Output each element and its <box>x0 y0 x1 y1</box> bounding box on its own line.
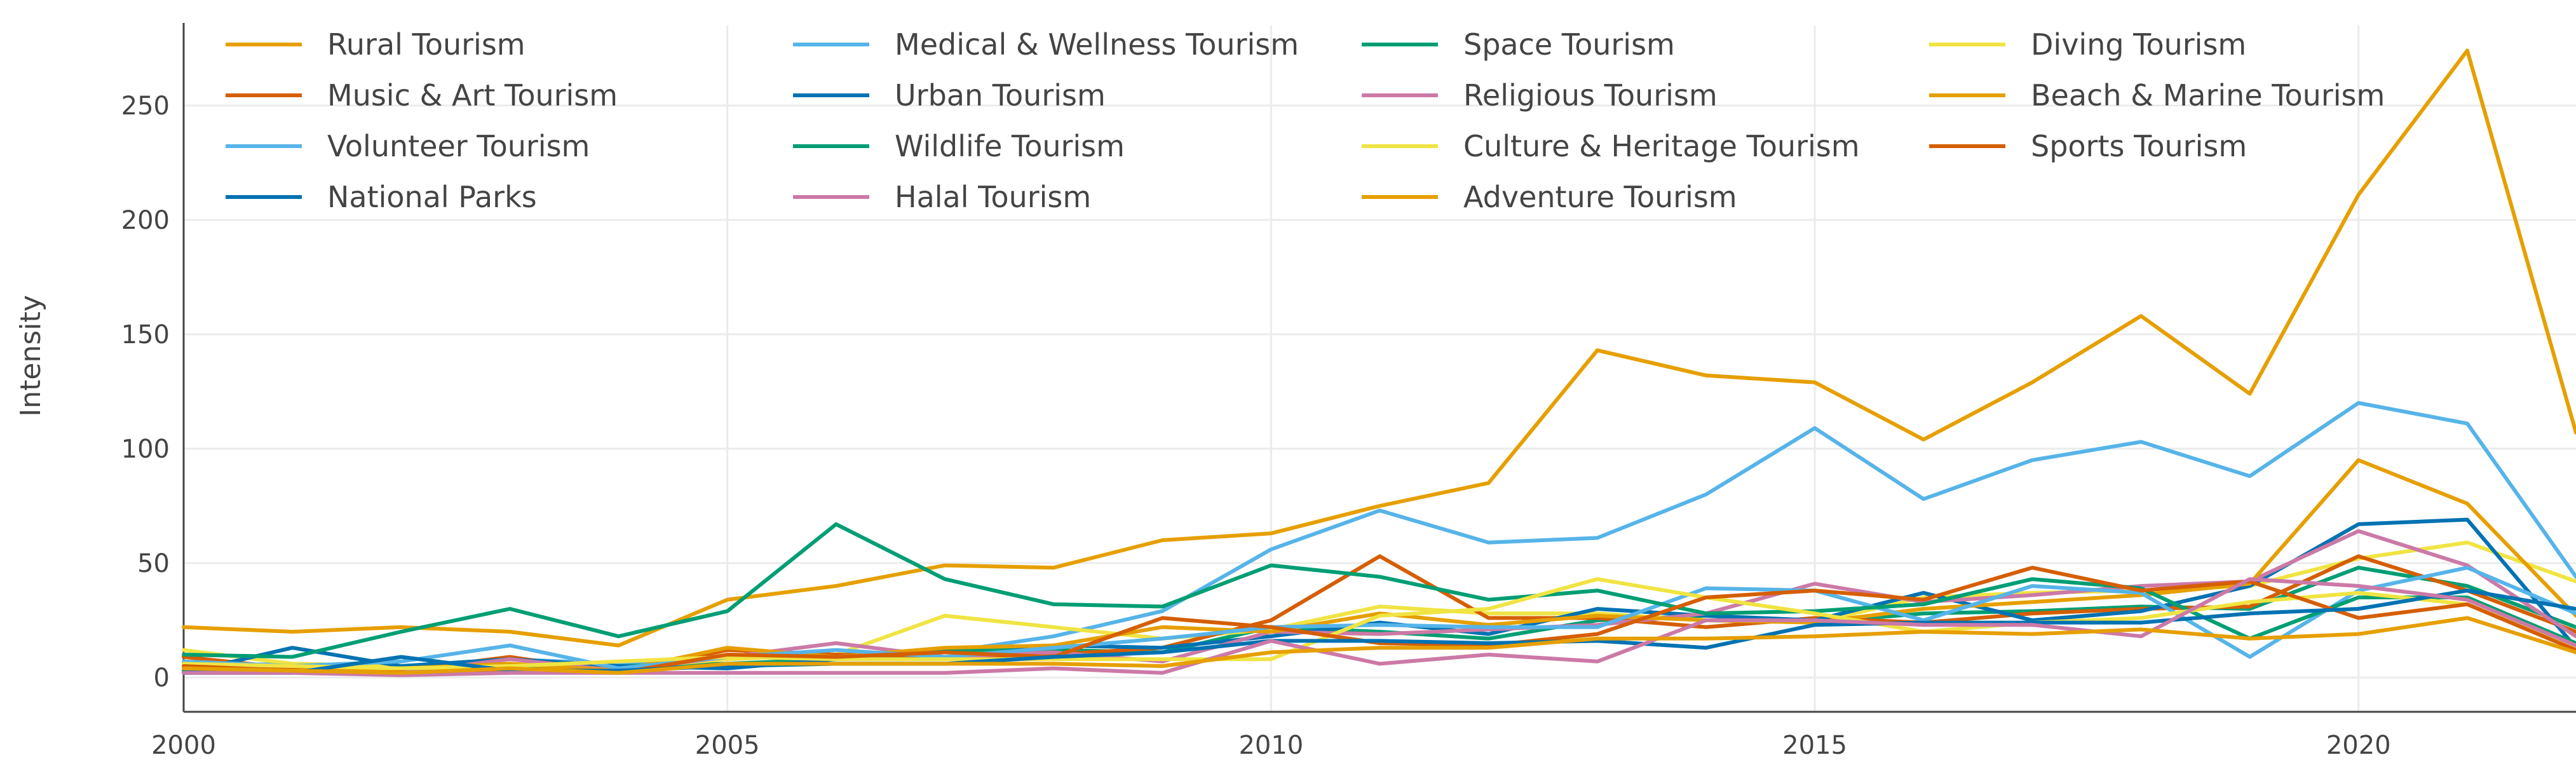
series-line-wildlife-tourism[interactable] <box>182 522 2576 659</box>
legend-label: Adventure Tourism <box>1463 180 1737 214</box>
x-tick-label: 2000 <box>151 731 216 760</box>
legend-item-beach-and-marine-tourism[interactable]: Beach & Marine Tourism <box>1929 78 2385 112</box>
x-tick-label: 2020 <box>2326 731 2391 760</box>
legend-label: Urban Tourism <box>895 78 1106 112</box>
legend-item-music-and-art-tourism[interactable]: Music & Art Tourism <box>226 78 618 112</box>
series-line-sports-tourism[interactable] <box>182 566 2576 675</box>
y-tick-label: 200 <box>121 206 170 235</box>
y-tick-label: 100 <box>121 435 170 464</box>
legend-item-rural-tourism[interactable]: Rural Tourism <box>226 27 525 62</box>
legend-label: National Parks <box>327 180 537 214</box>
legend-label: Rural Tourism <box>327 27 525 62</box>
legend-label: Diving Tourism <box>2031 27 2246 62</box>
y-tick-label: 250 <box>121 92 170 121</box>
legend-item-sports-tourism[interactable]: Sports Tourism <box>1929 129 2247 163</box>
legend-label: Wildlife Tourism <box>895 129 1125 163</box>
legend-label: Beach & Marine Tourism <box>2031 78 2385 112</box>
x-tick-label: 2005 <box>695 731 760 760</box>
series-line-rural-tourism[interactable] <box>182 48 2576 648</box>
legend-label: Religious Tourism <box>1463 78 1718 112</box>
legend-item-diving-tourism[interactable]: Diving Tourism <box>1929 27 2246 62</box>
y-tick-label: 0 <box>154 664 170 693</box>
legend-item-medical-and-wellness-tourism[interactable]: Medical & Wellness Tourism <box>793 27 1299 62</box>
series-line-beach-and-marine-tourism[interactable] <box>182 458 2576 673</box>
legend-item-adventure-tourism[interactable]: Adventure Tourism <box>1362 180 1737 214</box>
x-tick-label: 2010 <box>1238 731 1303 760</box>
legend-item-volunteer-tourism[interactable]: Volunteer Tourism <box>226 129 590 163</box>
legend-label: Space Tourism <box>1463 27 1675 62</box>
legend-item-wildlife-tourism[interactable]: Wildlife Tourism <box>793 129 1125 163</box>
legend-label: Halal Tourism <box>895 180 1091 214</box>
series-line-culture-and-heritage-tourism[interactable] <box>182 577 2576 670</box>
legend-item-space-tourism[interactable]: Space Tourism <box>1362 27 1675 62</box>
legend-item-halal-tourism[interactable]: Halal Tourism <box>793 180 1091 214</box>
legend-label: Sports Tourism <box>2031 129 2247 163</box>
x-tick-label: 2015 <box>1782 731 1847 760</box>
legend-item-urban-tourism[interactable]: Urban Tourism <box>793 78 1106 112</box>
series-line-adventure-tourism[interactable] <box>182 616 2576 675</box>
legend-label: Culture & Heritage Tourism <box>1463 129 1860 163</box>
legend-item-religious-tourism[interactable]: Religious Tourism <box>1362 78 1718 112</box>
legend-item-culture-and-heritage-tourism[interactable]: Culture & Heritage Tourism <box>1362 129 1860 163</box>
y-axis-title: Intensity <box>15 295 47 417</box>
y-tick-label: 150 <box>121 320 170 350</box>
legend-item-national-parks[interactable]: National Parks <box>226 180 537 214</box>
legend-label: Music & Art Tourism <box>327 78 618 112</box>
legend-label: Volunteer Tourism <box>327 129 590 163</box>
y-tick-label: 50 <box>137 549 170 578</box>
legend-label: Medical & Wellness Tourism <box>895 27 1299 62</box>
